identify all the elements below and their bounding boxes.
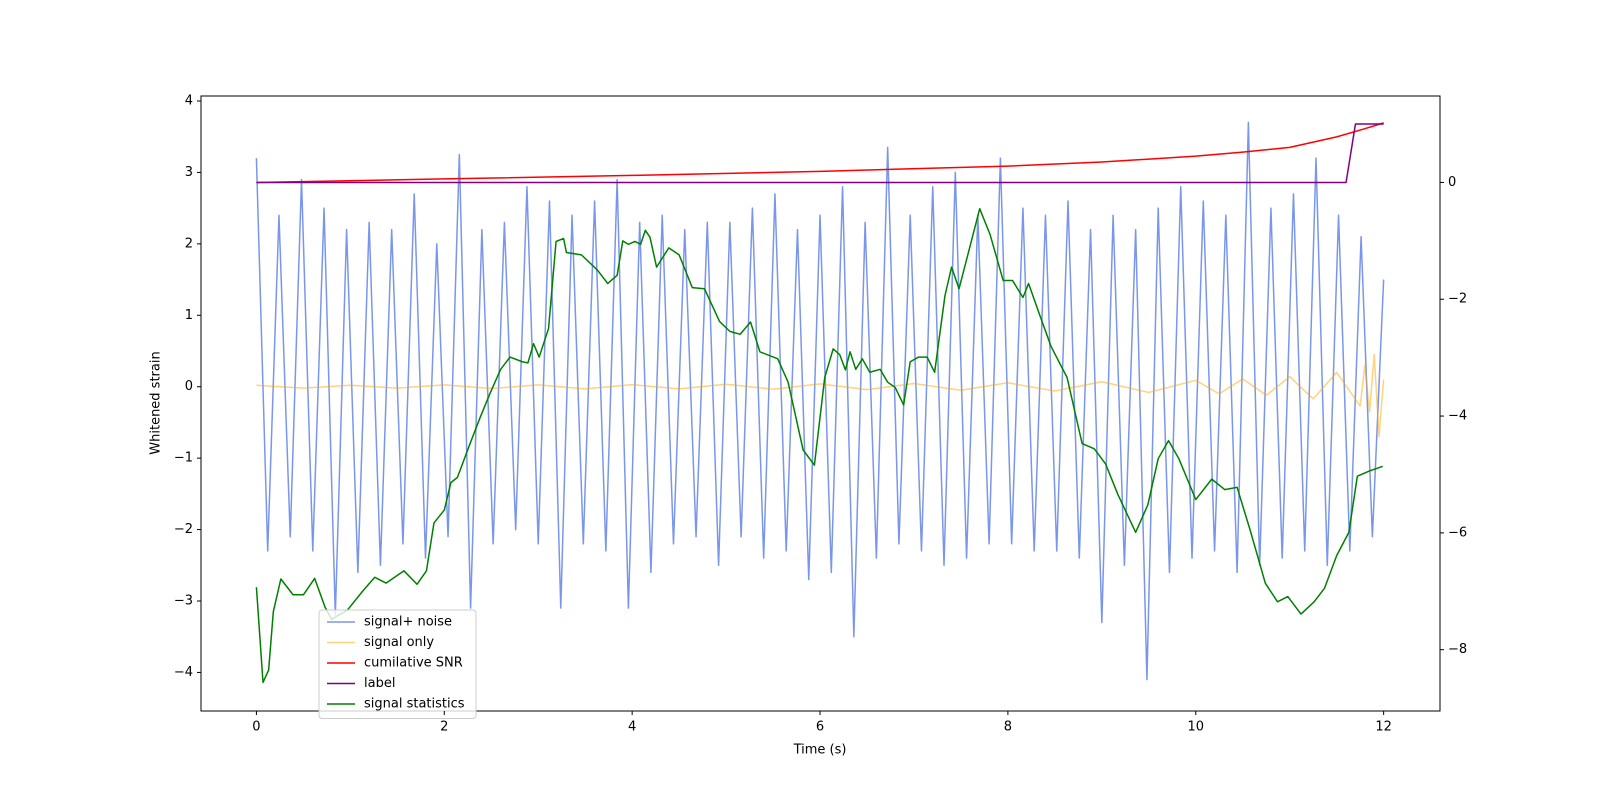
y-tick-label: −2 [174,522,193,537]
legend-label: signal+ noise [364,615,452,630]
y-tick-label: 3 [185,165,193,180]
x-tick-label: 10 [1187,720,1204,735]
series-line [256,353,1385,438]
x-tick-label: 2 [440,720,448,735]
x-axis-label: Time (s) [793,743,847,758]
legend-label: cumilative SNR [364,656,463,671]
x-tick-label: 12 [1375,720,1392,735]
y-tick-label: 2 [185,236,193,251]
y-tick-label: −3 [174,594,193,609]
y2-tick-label: −8 [1448,642,1467,657]
legend-label: signal only [364,635,434,650]
legend-label: label [364,676,395,691]
legend: signal+ noise signal only cumilative SNR la… [318,609,477,719]
y2-tick-label: −2 [1448,292,1467,307]
x-tick-label: 8 [1004,720,1012,735]
y-axis-label: Whitened strain [149,351,164,454]
x-tick-label: 6 [816,720,824,735]
x-tick-label: 0 [252,720,260,735]
y-tick-label: −1 [174,451,193,466]
series-line [255,121,1385,681]
y2-tick-label: −4 [1448,409,1467,424]
legend-label: signal statistics [364,697,465,712]
x-tick-label: 4 [628,720,636,735]
y-tick-label: −4 [174,665,193,680]
y2-tick-label: −6 [1448,525,1467,540]
y-tick-label: 0 [185,379,193,394]
y2-tick-label: 0 [1448,175,1456,190]
legend-box [318,609,477,719]
series-line [256,122,1384,184]
y-tick-label: 1 [185,308,193,323]
series-line [255,207,1383,684]
y-tick-label: 4 [185,94,193,109]
series-line [256,123,1384,184]
plot-area [255,121,1385,684]
